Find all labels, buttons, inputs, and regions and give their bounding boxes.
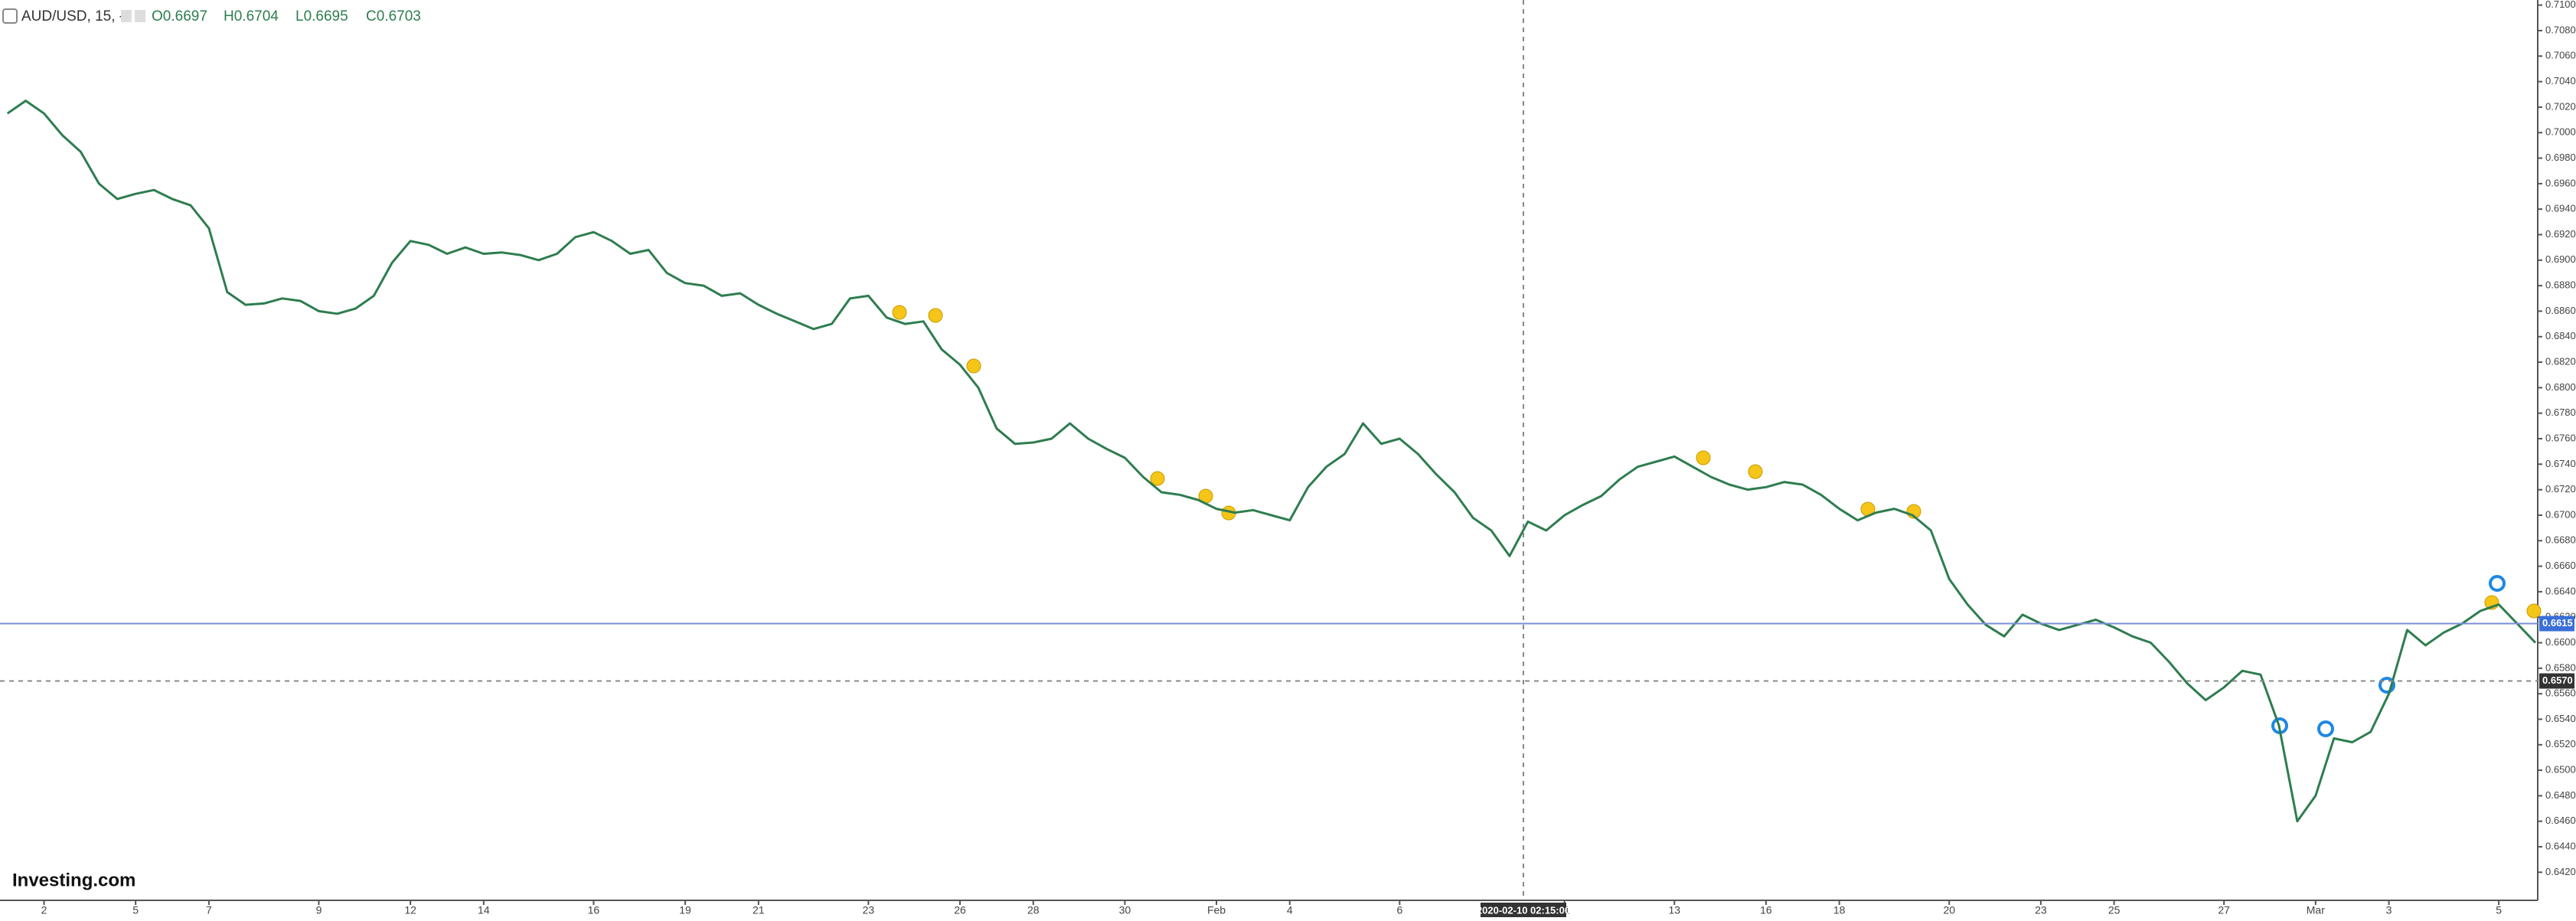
low-value: L0.6695 <box>295 8 348 24</box>
x-tick-label: 23 <box>863 904 875 916</box>
y-tick-label: 0.6600 <box>2545 636 2576 648</box>
last-price-tag <box>2539 616 2574 632</box>
x-tick-label: 5 <box>132 904 139 916</box>
collapse-icon[interactable] <box>2 8 18 24</box>
y-tick-label: 0.7020 <box>2545 100 2576 112</box>
y-tick-label: 0.6660 <box>2545 560 2576 571</box>
x-tick-label: 4 <box>1287 904 1293 916</box>
y-tick-label: 0.6680 <box>2545 534 2576 546</box>
open-value: O0.6697 <box>152 8 207 24</box>
y-tick-label: 0.6480 <box>2545 789 2576 801</box>
y-tick-label: 0.6840 <box>2545 330 2576 341</box>
x-tick-label: 5 <box>2496 904 2502 916</box>
x-tick-label: 9 <box>316 904 322 916</box>
y-tick-label: 0.6740 <box>2545 458 2576 469</box>
y-tick-label: 0.7100 <box>2545 0 2576 10</box>
y-tick-label: 0.6580 <box>2545 661 2576 673</box>
x-tick-label: 13 <box>1669 904 1681 916</box>
x-tick-label: Mar <box>2307 904 2325 916</box>
logo: Investing.com <box>12 870 135 890</box>
symbol: AUD/USD, 15, - <box>21 8 124 24</box>
crosshair-price-label: 0.6570 <box>2542 674 2573 686</box>
icon[interactable] <box>135 10 145 22</box>
crosshair-time-tag <box>1481 903 1566 919</box>
y-tick-label: 0.6540 <box>2545 713 2576 724</box>
high-value: H0.6704 <box>224 8 279 24</box>
x-tick-label: Feb <box>1207 904 1226 916</box>
x-tick-label: 25 <box>2108 904 2121 916</box>
y-tick-label: 0.6820 <box>2545 356 2576 367</box>
x-tick-label: 23 <box>2035 904 2047 916</box>
y-tick-label: 0.6640 <box>2545 585 2576 596</box>
y-tick-label: 0.6500 <box>2545 764 2576 776</box>
x-tick-label: 12 <box>404 904 416 916</box>
event-markers <box>892 305 2542 619</box>
price-line <box>6 100 2537 823</box>
y-tick-label: 0.7060 <box>2545 50 2576 61</box>
y-tick-label: 0.6460 <box>2545 815 2576 826</box>
x-tick-label: 6 <box>1396 904 1402 916</box>
x-tick-label: 19 <box>679 904 691 916</box>
y-tick-label: 0.6920 <box>2545 228 2576 240</box>
y-tick-label: 0.6440 <box>2545 840 2576 851</box>
y-tick-label: 0.6860 <box>2545 305 2576 316</box>
y-tick-label: 0.7000 <box>2545 126 2576 138</box>
x-tick-label: 14 <box>478 904 490 916</box>
y-tick-label: 0.7040 <box>2545 75 2576 87</box>
x-tick-label: 2 <box>41 904 47 916</box>
y-tick-label: 0.7080 <box>2545 24 2576 35</box>
y-tick-label: 0.6900 <box>2545 253 2576 265</box>
y-tick-label: 0.6780 <box>2545 407 2576 418</box>
y-tick-label: 0.6940 <box>2545 203 2576 214</box>
x-tick-label: 20 <box>1943 904 1955 916</box>
y-tick-label: 0.6800 <box>2545 381 2576 393</box>
y-tick-label: 0.6700 <box>2545 508 2576 520</box>
crosshair-price-tag <box>2539 673 2574 689</box>
y-tick-label: 0.6420 <box>2545 866 2576 877</box>
x-tick-label: 21 <box>753 904 765 916</box>
crosshair-time-label: 2020-02-10 02:15:00 <box>1477 904 1570 916</box>
y-tick-label: 0.6880 <box>2545 279 2576 291</box>
close-value: C0.6703 <box>366 8 421 24</box>
y-tick-label: 0.6760 <box>2545 432 2576 443</box>
x-tick-label: 26 <box>954 904 966 916</box>
y-tick-label: 0.6980 <box>2545 152 2576 163</box>
x-tick-label: 28 <box>1027 904 1040 916</box>
x-tick-label: 18 <box>1833 904 1846 916</box>
y-tick-label: 0.6960 <box>2545 177 2576 188</box>
y-tick-label: 0.6720 <box>2545 483 2576 495</box>
x-tick-label: 3 <box>2386 904 2392 916</box>
x-tick-label: 30 <box>1119 904 1131 916</box>
y-tick-label: 0.6520 <box>2545 738 2576 750</box>
y-tick-label: 0.6560 <box>2545 687 2576 699</box>
x-tick-label: 7 <box>206 904 212 916</box>
icon[interactable] <box>121 10 132 22</box>
last-price-label: 0.6615 <box>2542 617 2573 629</box>
x-tick-label: 16 <box>588 904 600 916</box>
x-tick-label: 16 <box>1760 904 1772 916</box>
x-tick-label: 27 <box>2218 904 2230 916</box>
